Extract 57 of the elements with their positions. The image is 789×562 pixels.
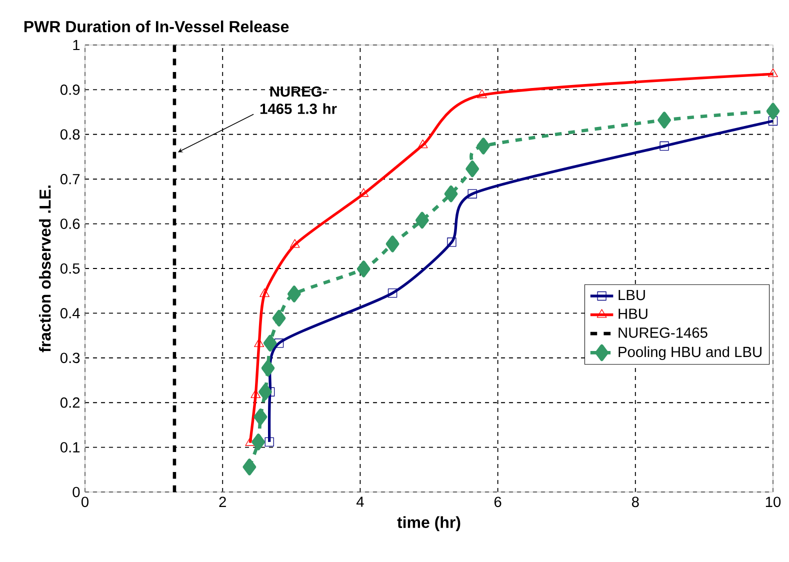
x-tick-label: 0 <box>81 496 88 508</box>
point <box>386 236 400 252</box>
point <box>242 458 256 476</box>
point <box>466 160 480 178</box>
y-tick-label: 0.5 <box>60 263 80 274</box>
legend-label: Pooling HBU and LBU <box>618 346 762 360</box>
y-axis-title: fraction observed .LE. <box>39 186 51 352</box>
point <box>260 288 270 297</box>
point <box>418 139 428 148</box>
x-tick-label: 4 <box>356 496 364 507</box>
point <box>415 212 429 229</box>
point <box>274 338 284 348</box>
y-tick-label: 0.1 <box>60 442 80 452</box>
legend-label: HBU <box>618 308 648 319</box>
point <box>476 138 490 154</box>
x-tick-label: 6 <box>494 496 502 508</box>
chart-title: PWR Duration of In-Vessel Release <box>24 20 289 32</box>
y-tick-label: 0.9 <box>60 84 80 95</box>
y-tick-label: 0.2 <box>60 397 80 408</box>
y-tick-label: 0 <box>72 486 80 498</box>
point <box>264 437 274 447</box>
point <box>252 434 266 450</box>
legend-label: LBU <box>618 290 645 300</box>
point <box>388 288 398 298</box>
point <box>358 188 369 197</box>
point <box>768 116 778 126</box>
point <box>261 360 275 377</box>
y-tick-label: 0.8 <box>60 129 80 140</box>
point <box>272 310 286 326</box>
point <box>245 437 256 446</box>
point <box>290 239 300 248</box>
point <box>658 112 671 128</box>
y-tick-label: 0.3 <box>60 352 80 364</box>
point <box>444 186 458 202</box>
point <box>250 389 261 398</box>
point <box>287 286 301 302</box>
y-tick-label: 0.4 <box>60 308 80 318</box>
x-tick-label: 10 <box>766 496 781 508</box>
y-tick-label: 1 <box>73 40 80 50</box>
y-tick-label: 0.7 <box>60 174 80 184</box>
point <box>447 238 456 247</box>
y-tick-label: 0.6 <box>60 218 80 229</box>
point <box>768 68 778 78</box>
point <box>468 189 477 198</box>
point <box>356 260 370 278</box>
annotation: NUREG-1465 1.3 hr <box>260 86 337 114</box>
point <box>258 384 272 400</box>
legend-label: NUREG-1465 <box>618 327 708 338</box>
point <box>254 408 268 426</box>
point <box>263 334 277 352</box>
point <box>254 338 264 348</box>
point <box>766 102 780 120</box>
point <box>660 141 669 151</box>
x-axis-title: time (hr) <box>397 516 460 532</box>
x-tick-label: 8 <box>632 496 639 508</box>
x-tick-label: 2 <box>219 496 226 507</box>
point <box>477 89 487 98</box>
